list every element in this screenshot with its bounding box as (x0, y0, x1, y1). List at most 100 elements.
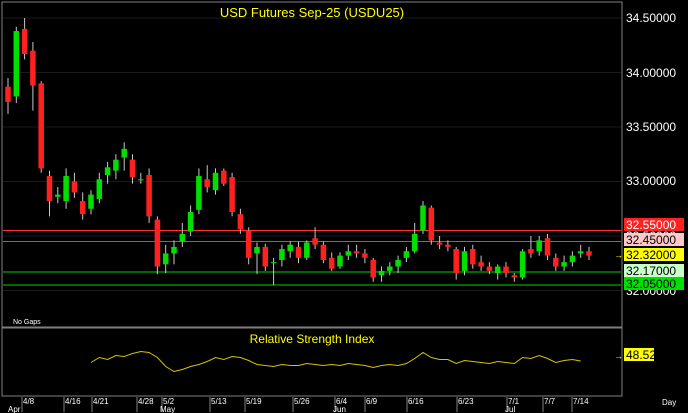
candle-body (353, 251, 360, 254)
level-label-box (624, 277, 684, 290)
candle-body (420, 205, 426, 231)
candle-body (577, 251, 584, 254)
level-lines (3, 230, 621, 286)
candle-body (221, 170, 227, 184)
candle-body (204, 179, 210, 187)
candle-body (320, 244, 327, 260)
level-label-text: 32.05000 (626, 277, 676, 291)
candle-body (38, 83, 44, 169)
rsi-value-box (624, 348, 654, 361)
candle-body (428, 207, 435, 241)
level-label-text: 32.55000 (626, 218, 676, 232)
candle-body (544, 238, 551, 256)
time-axis: 4/8 4/16 4/21 4/28 5/2 5/13 5/19 5/26 6/4 6/9 6/16… (8, 397, 589, 413)
candle-body (63, 176, 69, 202)
candle-body (237, 214, 244, 230)
candle-body (519, 251, 526, 278)
day-tick-label: 5/26 (294, 397, 310, 406)
candle-body (403, 251, 410, 258)
rsi-panel-frame (1, 327, 623, 397)
candle-body (55, 194, 61, 197)
day-tick-label: 5/19 (246, 397, 262, 406)
candle-body (121, 148, 127, 158)
candle-body (254, 246, 260, 254)
day-tick-label: 6/23 (458, 397, 474, 406)
candle-body (528, 249, 534, 254)
day-tick-label: 5/13 (211, 397, 227, 406)
candle-body (304, 242, 310, 258)
candle-body (187, 212, 194, 232)
price-tick-label: 33.50000 (626, 120, 676, 134)
candle-body (279, 249, 285, 260)
candle-body (270, 262, 277, 264)
candle-body (162, 253, 169, 265)
price-tick-label: 33.00000 (626, 174, 676, 188)
candle-body (445, 244, 451, 247)
candle-body (337, 255, 343, 267)
time-unit-label: Day (662, 398, 676, 407)
candle-body (212, 172, 219, 191)
candle-body (569, 255, 576, 263)
candle-body (96, 179, 103, 199)
candle-body (287, 244, 293, 252)
rsi-arrow-icon: → (614, 351, 623, 361)
candle-body (370, 259, 376, 278)
candle-body (5, 86, 11, 102)
candle-body (312, 238, 318, 245)
candle-body (30, 50, 36, 86)
candle-body (13, 31, 20, 97)
candle-body (362, 253, 368, 258)
day-tick-label: 6/4 (336, 397, 348, 406)
candle-body (245, 230, 252, 258)
candle-body (511, 275, 518, 278)
candle-body (461, 251, 468, 271)
candles-layer (5, 18, 592, 286)
candle-body (229, 177, 235, 213)
candle-body (494, 266, 501, 274)
day-tick-label: 4/16 (65, 397, 81, 406)
candle-body (262, 246, 269, 267)
last-price-box (624, 248, 684, 261)
day-tick-label: 5/2 (163, 397, 175, 406)
candle-body (154, 219, 161, 267)
level-label-box (624, 264, 684, 277)
candle-body (71, 181, 78, 193)
candle-body (378, 270, 385, 276)
day-tick-label: 7/7 (544, 397, 556, 406)
candle-body (395, 259, 401, 267)
candle-body (21, 28, 28, 54)
day-tick-label: 7/1 (508, 397, 520, 406)
candle-body (328, 257, 335, 269)
candle-body (196, 176, 202, 210)
day-tick-label: 7/14 (573, 397, 589, 406)
candle-body (104, 167, 111, 175)
month-tick-label: May (160, 405, 175, 413)
rsi-line (90, 350, 581, 373)
candle-body (113, 159, 119, 171)
day-tick-label: 4/8 (23, 397, 35, 406)
level-label-box (624, 233, 684, 246)
candle-body (453, 249, 459, 274)
last-price-arrow-icon: → (614, 250, 623, 260)
month-tick-label: Apr (8, 405, 21, 413)
rsi-value-text: 48.52 (626, 348, 656, 362)
grid-layer (3, 17, 621, 291)
day-tick-label: 6/16 (408, 397, 424, 406)
level-label-box (624, 218, 684, 231)
day-tick-label: 4/28 (138, 397, 154, 406)
candle-body (146, 174, 152, 217)
chart-title: USD Futures Sep-25 (USDU25) (220, 5, 404, 20)
candle-body (387, 266, 393, 271)
rsi-title: Relative Strength Index (250, 332, 375, 346)
candle-body (88, 194, 94, 209)
last-price-text: 32.32000 (626, 248, 676, 262)
candle-body (503, 266, 509, 274)
candle-body (171, 246, 177, 254)
no-gaps-note: No Gaps (13, 319, 41, 326)
candle-body (486, 266, 493, 271)
day-tick-label: 6/9 (366, 397, 378, 406)
price-tick-label: 34.00000 (626, 66, 676, 80)
rsi-layer (90, 350, 581, 373)
